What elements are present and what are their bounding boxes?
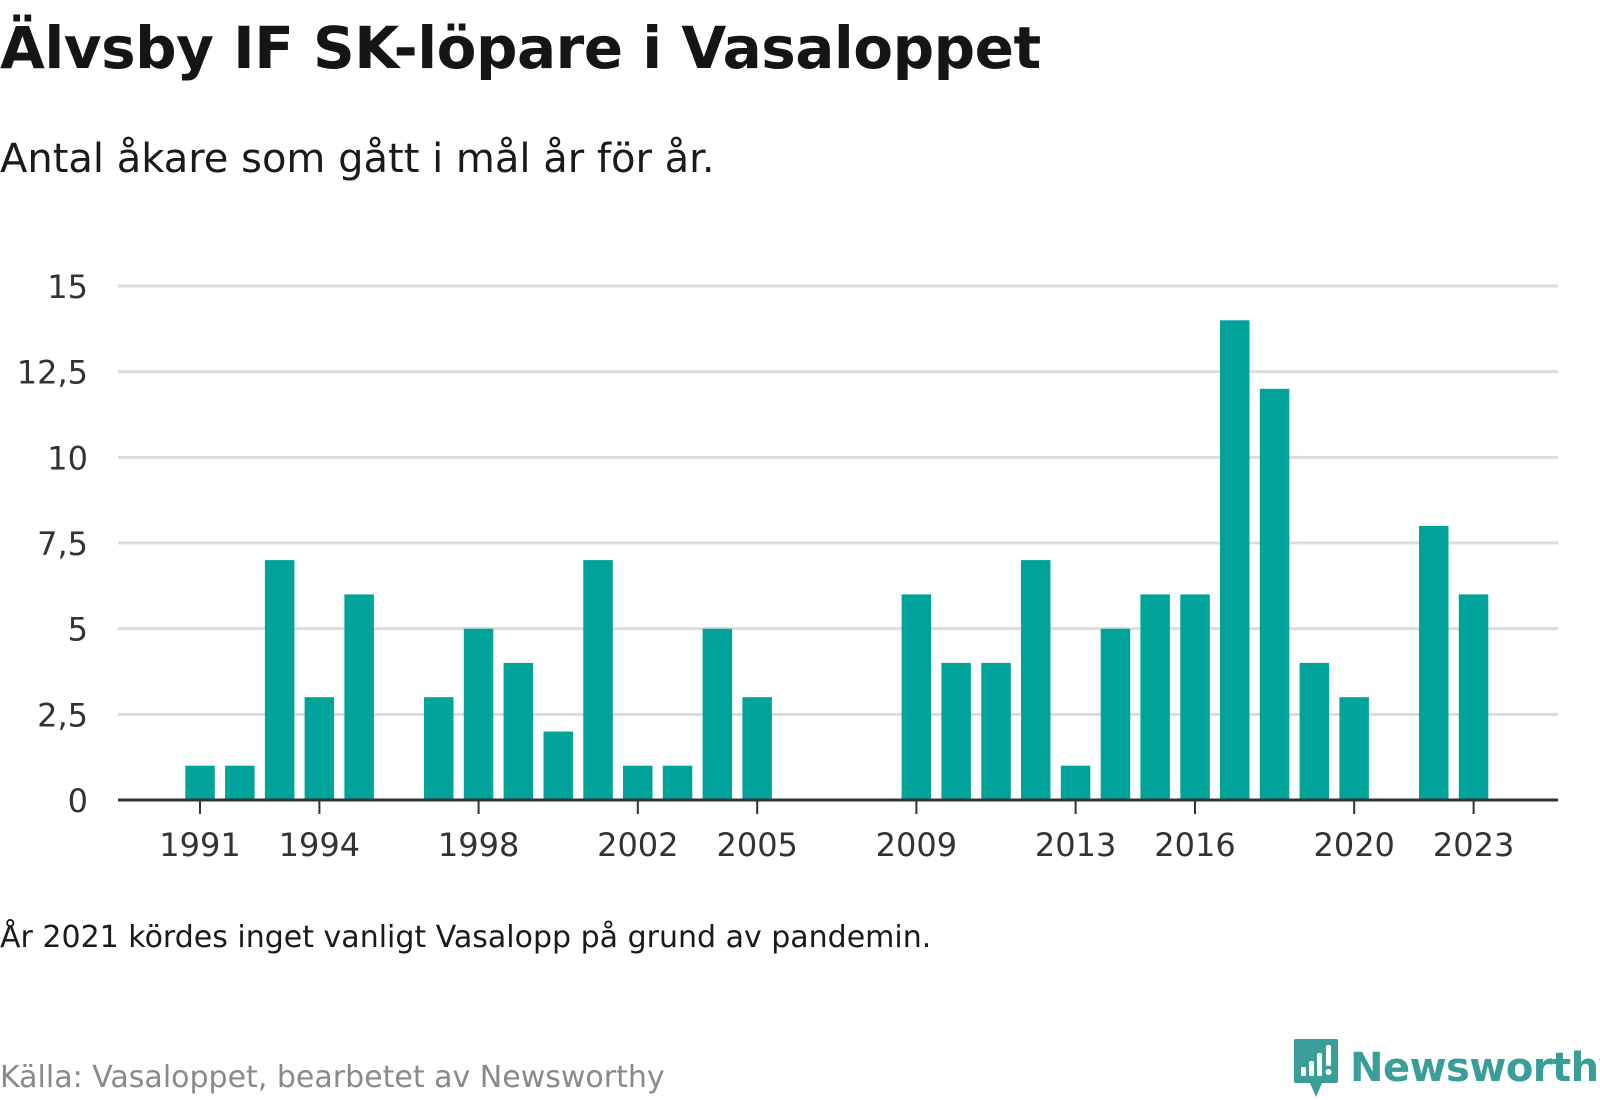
- chart-subtitle: Antal åkare som gått i mål år för år.: [0, 136, 715, 182]
- bar-2023: [1458, 594, 1489, 800]
- newsworthy-logo-icon: [1294, 1039, 1338, 1097]
- y-tick-label: 5: [68, 611, 88, 649]
- bar-2009: [901, 594, 932, 800]
- bar-2010: [941, 662, 971, 800]
- bar-2011: [981, 662, 1011, 800]
- bar-2014: [1100, 628, 1131, 800]
- x-tick-label: 2023: [1433, 826, 1514, 864]
- x-tick-label: 2013: [1035, 826, 1116, 864]
- y-tick-label: 15: [47, 268, 88, 306]
- y-axis-tick-labels: 0 2,5 5 7,5 10 12,5 15: [17, 268, 88, 820]
- bar-1991: [185, 765, 215, 800]
- bar-1994: [304, 697, 335, 800]
- brand-name: Newsworthy: [1350, 1045, 1600, 1091]
- bar-1999: [503, 662, 534, 800]
- bar-2001: [583, 560, 613, 800]
- y-tick-label: 12,5: [17, 354, 88, 392]
- x-tick-label: 2016: [1154, 826, 1235, 864]
- bar-2002: [623, 765, 653, 800]
- gridlines: [118, 284, 1558, 716]
- chart-footnote: År 2021 kördes inget vanligt Vasalopp på…: [0, 920, 932, 955]
- y-tick-label: 10: [47, 439, 88, 477]
- bar-2004: [702, 628, 733, 800]
- bar-2003: [662, 765, 693, 800]
- bar-1997: [424, 697, 454, 800]
- bar-1998: [463, 628, 494, 800]
- bar-2019: [1299, 662, 1330, 800]
- bar-chart: 0 2,5 5 7,5 10 12,5 15 1991 1994 1998 2002 2005 200…: [17, 268, 1558, 864]
- bar-2005: [742, 697, 772, 800]
- x-tick-label: 1998: [438, 826, 519, 864]
- bar-2020: [1339, 697, 1369, 800]
- bar-2015: [1140, 594, 1170, 800]
- brand-logo: Newsworthy: [1292, 1036, 1600, 1100]
- x-tick-label: 2002: [597, 826, 678, 864]
- bar-2012: [1021, 560, 1051, 800]
- x-tick-label: 2009: [876, 826, 957, 864]
- bar-1995: [344, 594, 374, 800]
- bar-2016: [1180, 594, 1210, 800]
- y-tick-label: 7,5: [37, 525, 88, 563]
- x-tick-label: 2020: [1313, 826, 1394, 864]
- bars: [185, 320, 1489, 800]
- bar-2022: [1419, 525, 1449, 800]
- chart-source: Källa: Vasaloppet, bearbetet av Newswort…: [0, 1060, 665, 1095]
- x-tick-label: 1994: [279, 826, 360, 864]
- y-tick-label: 2,5: [37, 696, 88, 734]
- x-axis-tick-labels: 1991 1994 1998 2002 2005 2009 2013 2016 2020 2023: [159, 826, 1514, 864]
- bar-1992: [225, 765, 255, 800]
- bar-2018: [1259, 388, 1290, 800]
- bar-2000: [543, 731, 573, 800]
- bar-2013: [1060, 765, 1091, 800]
- bar-1993: [264, 560, 295, 800]
- y-tick-label: 0: [68, 782, 88, 820]
- chart-title: Älvsby IF SK-löpare i Vasaloppet: [0, 14, 1041, 82]
- x-tick-label: 1991: [159, 826, 240, 864]
- bar-2017: [1220, 320, 1250, 800]
- x-axis: [118, 798, 1558, 814]
- x-tick-label: 2005: [716, 826, 797, 864]
